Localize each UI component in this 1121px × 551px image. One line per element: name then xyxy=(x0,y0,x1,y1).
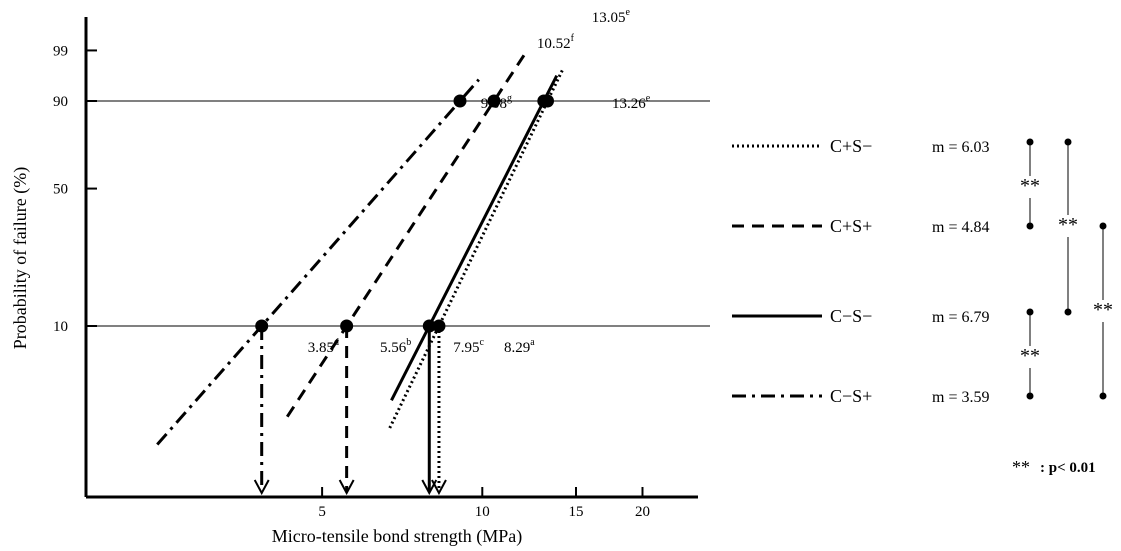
y-axis-title: Probability of failure (%) xyxy=(10,167,31,349)
sig-label-3: ** xyxy=(1020,345,1040,367)
value-label-0-1: 13.26e xyxy=(612,93,651,112)
drop-arrow-1 xyxy=(338,479,355,496)
marker-2-1 xyxy=(537,94,551,108)
series xyxy=(156,53,565,496)
drop-arrow-2 xyxy=(421,479,438,496)
sig-dot-bottom-2 xyxy=(1099,392,1107,400)
marker-3-0 xyxy=(255,319,269,333)
value-label-3-0: 3.85d xyxy=(308,337,339,356)
sig-label-bg-0 xyxy=(1016,176,1044,198)
legend-name-1: C+S+ xyxy=(830,216,872,236)
legend-m-1: m = 4.84 xyxy=(932,219,989,236)
value-label-3-1: 9.08g xyxy=(481,93,512,112)
marker-3-1 xyxy=(453,94,467,108)
sig-label-1: ** xyxy=(1058,214,1078,236)
legend-name-2: C−S− xyxy=(830,306,872,326)
x-tick-label-10: 10 xyxy=(475,504,490,520)
sig-label-0: ** xyxy=(1020,175,1040,197)
sig-label-bg-1 xyxy=(1054,215,1082,237)
series-line-3 xyxy=(156,78,480,446)
marker-1-1 xyxy=(487,94,501,108)
sig-key-note: : p< 0.01 xyxy=(1040,460,1096,476)
axes: Micro-tensile bond strength (MPa) Probab… xyxy=(10,17,698,547)
sig-dot-top-0 xyxy=(1026,138,1034,146)
legend-m-0: m = 6.03 xyxy=(932,139,989,156)
value-label-2-0: 7.95c xyxy=(453,337,484,356)
sig-dot-bottom-3 xyxy=(1026,392,1034,400)
y-tick-label-10: 10 xyxy=(53,319,68,335)
value-label-2-1: 13.05e xyxy=(592,7,631,26)
marker-2-0 xyxy=(422,319,436,333)
value-label-1-0: 5.56b xyxy=(380,337,411,356)
legend-name-0: C+S− xyxy=(830,136,872,156)
series-line-0 xyxy=(388,67,565,429)
legend-m-2: m = 6.79 xyxy=(932,309,989,326)
marker-1-0 xyxy=(340,319,354,333)
y-tick-label-50: 50 xyxy=(53,182,68,198)
sig-dot-bottom-0 xyxy=(1026,222,1034,230)
value-label-0-0: 8.29a xyxy=(504,337,535,356)
sig-label-2: ** xyxy=(1093,299,1113,321)
value-labels: 8.29a 13.26e 5.56b 10.52f 7.95c 13.05e 3.85d 9.… xyxy=(308,7,651,356)
marker-0-0 xyxy=(432,319,446,333)
x-tick-label-15: 15 xyxy=(569,504,584,520)
series-line-1 xyxy=(285,53,526,418)
y-tick-label-90: 90 xyxy=(53,94,68,110)
sig-dot-top-3 xyxy=(1026,308,1034,316)
x-tick-label-20: 20 xyxy=(635,504,650,520)
sig-dot-top-2 xyxy=(1099,222,1107,230)
sig-dot-bottom-1 xyxy=(1064,308,1072,316)
legend-m-3: m = 3.59 xyxy=(932,389,989,406)
sig-key-symbol: ** xyxy=(1012,457,1030,477)
sig-label-bg-2 xyxy=(1089,300,1117,322)
legend: C+S− m = 6.03 C+S+ m = 4.84 C−S− m = 6.79 C−S+… xyxy=(732,136,989,406)
sig-dot-top-1 xyxy=(1064,138,1072,146)
significance-brackets: ** ** ** ** ** : p< 0.01 xyxy=(1012,138,1117,477)
series-line-2 xyxy=(390,74,559,401)
reference-lines xyxy=(86,100,710,327)
drop-arrow-3 xyxy=(253,479,270,496)
legend-name-3: C−S+ xyxy=(830,386,872,406)
x-tick-label-5: 5 xyxy=(318,504,326,520)
value-label-1-1: 10.52f xyxy=(537,33,575,52)
x-axis-title: Micro-tensile bond strength (MPa) xyxy=(272,526,522,547)
sig-label-bg-3 xyxy=(1016,346,1044,368)
y-tick-label-99: 99 xyxy=(53,43,68,59)
